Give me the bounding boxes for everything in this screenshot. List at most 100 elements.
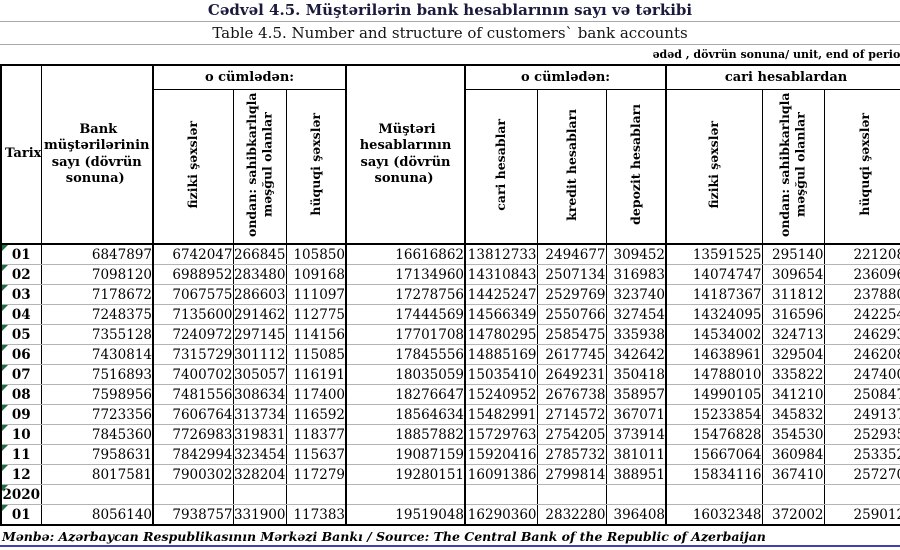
cell: 396408 xyxy=(605,504,667,526)
table-row: 07 7516893 7400702 305057 116191 18035059 1503… xyxy=(0,364,900,385)
cell: 17444569 xyxy=(345,304,466,325)
cell: 6742047 xyxy=(152,243,234,265)
cell: 14534002 xyxy=(665,324,763,345)
cell: 2617745 xyxy=(536,344,607,365)
col-header-entrepreneurs-1-label: ondan: sahibkarlıqla məşğul olanlar xyxy=(243,92,275,237)
cell: 16616862 xyxy=(345,243,466,265)
cell: 323740 xyxy=(605,284,667,305)
cell: 319831 xyxy=(232,424,287,445)
cell: 111097 xyxy=(285,284,347,305)
excel-error-indicator-icon xyxy=(2,425,8,431)
row-label: 06 xyxy=(0,344,42,365)
table-row: 04 7248375 7135600 291462 112775 17444569 1456… xyxy=(0,304,900,325)
cell: 112775 xyxy=(285,304,347,325)
col-header-current-accounts: cari hesablar xyxy=(464,89,538,245)
cell: 18035059 xyxy=(345,364,466,385)
cell: 266845 xyxy=(232,243,287,265)
col-header-legal-entities-2-label: hüquqi şəxslər xyxy=(856,113,872,216)
cell: 7240972 xyxy=(152,324,234,345)
row-label: 11 xyxy=(0,444,42,465)
col-header-entrepreneurs-1: ondan: sahibkarlıqla məşğul olanlar xyxy=(232,89,287,245)
table-body: 01 6847897 6742047 266845 105850 16616862 1381… xyxy=(0,243,900,526)
bottom-rule xyxy=(0,545,900,547)
cell: 2507134 xyxy=(536,264,607,285)
cell: 345832 xyxy=(761,404,825,425)
cell: 14310843 xyxy=(464,264,538,285)
cell: 2676738 xyxy=(536,384,607,405)
cell: 7726983 xyxy=(152,424,234,445)
cell: 341210 xyxy=(761,384,825,405)
cell: 7135600 xyxy=(152,304,234,325)
col-header-individuals-2-label: fiziki şəxslər xyxy=(706,120,722,209)
cell: 2832280 xyxy=(536,504,607,526)
cell: 13591525 xyxy=(665,243,763,265)
table-row: 11 7958631 7842994 323454 115637 19087159 1592… xyxy=(0,444,900,465)
cell: 2714572 xyxy=(536,404,607,425)
cell: 15233854 xyxy=(665,404,763,425)
cell: 316596 xyxy=(761,304,825,325)
row-label: 03 xyxy=(0,284,42,305)
cell xyxy=(605,484,667,505)
cell: 7845360 xyxy=(40,424,154,445)
cell: 7900302 xyxy=(152,464,234,485)
excel-error-indicator-icon xyxy=(2,445,8,451)
cell: 2649231 xyxy=(536,364,607,385)
excel-error-indicator-icon xyxy=(2,345,8,351)
cell: 7938757 xyxy=(152,504,234,526)
cell: 335938 xyxy=(605,324,667,345)
cell: 236096 xyxy=(823,264,900,285)
cell: 249137 xyxy=(823,404,900,425)
cell: 7481556 xyxy=(152,384,234,405)
cell: 8056140 xyxy=(40,504,154,526)
col-header-tarix: Tarix xyxy=(0,64,42,245)
source-note: Mənbə: Azərbaycan Respublikasının Mərkəz… xyxy=(2,529,766,544)
cell: 350418 xyxy=(605,364,667,385)
cell xyxy=(761,484,825,505)
cell: 116592 xyxy=(285,404,347,425)
cell: 16032348 xyxy=(665,504,763,526)
page-title: Cədvəl 4.5. Müştərilərin bank hesabların… xyxy=(0,0,900,22)
cell: 308634 xyxy=(232,384,287,405)
cell: 360984 xyxy=(761,444,825,465)
cell: 17278756 xyxy=(345,284,466,305)
cell: 246208 xyxy=(823,344,900,365)
table-row: 03 7178672 7067575 286603 111097 17278756 1442… xyxy=(0,284,900,305)
cell: 14074747 xyxy=(665,264,763,285)
cell: 246293 xyxy=(823,324,900,345)
row-label: 07 xyxy=(0,364,42,385)
cell: 367410 xyxy=(761,464,825,485)
cell: 367071 xyxy=(605,404,667,425)
cell: 118377 xyxy=(285,424,347,445)
cell: 15240952 xyxy=(464,384,538,405)
cell: 17845556 xyxy=(345,344,466,365)
col-header-credit-accounts-label: kredit hesabları xyxy=(563,108,579,221)
col-header-legal-entities-1-label: hüquqi şəxslər xyxy=(307,113,323,216)
row-label: 12 xyxy=(0,464,42,485)
cell: 7355128 xyxy=(40,324,154,345)
cell xyxy=(536,484,607,505)
cell: 2754205 xyxy=(536,424,607,445)
page-subtitle: Table 4.5. Number and structure of custo… xyxy=(0,22,900,45)
cell: 221208 xyxy=(823,243,900,265)
cell: 7178672 xyxy=(40,284,154,305)
cell: 7067575 xyxy=(152,284,234,305)
cell: 301112 xyxy=(232,344,287,365)
cell xyxy=(40,484,154,505)
cell: 305057 xyxy=(232,364,287,385)
cell: 6847897 xyxy=(40,243,154,265)
cell: 388951 xyxy=(605,464,667,485)
cell: 250847 xyxy=(823,384,900,405)
cell: 323454 xyxy=(232,444,287,465)
cell: 114156 xyxy=(285,324,347,345)
row-label: 10 xyxy=(0,424,42,445)
cell: 247400 xyxy=(823,364,900,385)
cell: 309452 xyxy=(605,243,667,265)
cell: 14425247 xyxy=(464,284,538,305)
cell: 291462 xyxy=(232,304,287,325)
cell: 14885169 xyxy=(464,344,538,365)
col-header-customer-accounts: Müştəri hesablarının sayı (dövrün sonuna… xyxy=(345,64,466,245)
row-label: 2020 xyxy=(0,484,42,505)
cell: 15729763 xyxy=(464,424,538,445)
cell: 335822 xyxy=(761,364,825,385)
